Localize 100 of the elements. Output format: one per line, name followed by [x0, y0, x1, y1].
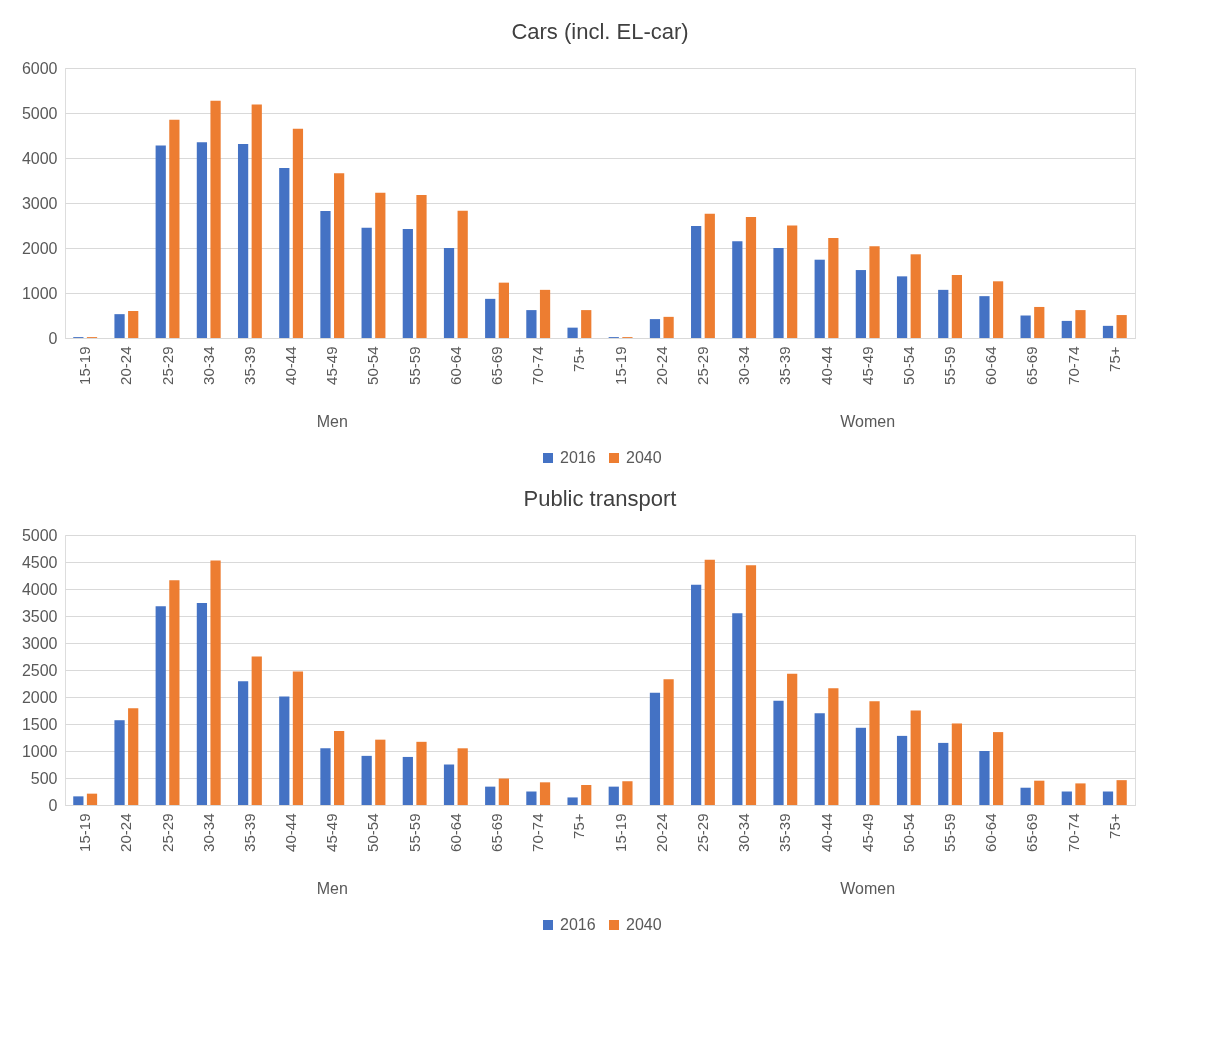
- x-tick-label: 50-54: [899, 346, 917, 385]
- bar: [1020, 315, 1031, 338]
- bar: [567, 327, 578, 338]
- y-tick-label: 0: [48, 796, 58, 814]
- y-tick-label: 3000: [21, 194, 58, 212]
- y-tick-label: 2500: [21, 661, 58, 679]
- x-tick-label: 55-59: [405, 346, 423, 385]
- bar: [896, 276, 908, 338]
- bar: [128, 311, 139, 338]
- bar: [169, 119, 180, 338]
- bar: [663, 316, 674, 338]
- bar: [938, 742, 949, 805]
- x-tick-label: 55-59: [941, 346, 959, 385]
- bar: [855, 727, 866, 805]
- x-tick-label: 25-29: [693, 813, 711, 852]
- x-tick-label: 40-44: [817, 346, 835, 385]
- bar: [992, 732, 1004, 805]
- x-tick-label: 60-64: [982, 813, 1000, 852]
- bar: [1075, 310, 1086, 338]
- bar: [539, 782, 551, 805]
- bar: [334, 731, 345, 805]
- bar: [1034, 306, 1045, 338]
- x-tick-label: 65-69: [1023, 346, 1041, 385]
- chart-title: Cars (incl. EL-car): [511, 19, 689, 44]
- x-tick-label: 60-64: [446, 813, 464, 852]
- x-tick-label: 40-44: [282, 346, 300, 385]
- bar: [938, 289, 949, 338]
- bar: [704, 213, 715, 338]
- bar: [210, 100, 221, 338]
- bar: [1116, 780, 1127, 805]
- bar: [498, 282, 509, 338]
- x-tick-label: 20-24: [652, 346, 670, 385]
- y-tick-label: 500: [30, 769, 58, 787]
- bar: [1034, 780, 1045, 805]
- x-tick-label: 30-34: [199, 346, 217, 385]
- bar: [910, 254, 921, 338]
- y-tick-label: 1000: [21, 742, 58, 760]
- x-tick-label: 35-39: [776, 813, 794, 852]
- x-tick-label: 35-39: [240, 346, 258, 385]
- bar: [649, 692, 661, 805]
- bar: [526, 310, 537, 338]
- bar: [210, 560, 221, 805]
- bar: [539, 289, 551, 338]
- x-tick-label: 60-64: [982, 346, 1000, 385]
- bar: [196, 142, 208, 338]
- x-tick-label: 75+: [1105, 813, 1123, 839]
- x-tick-label: 40-44: [282, 813, 300, 852]
- bar: [1116, 315, 1127, 338]
- bar: [814, 713, 825, 805]
- text: Women: [840, 880, 896, 897]
- bar: [155, 145, 166, 338]
- text: Men: [316, 413, 348, 430]
- bar: [732, 241, 743, 338]
- bar: [979, 296, 990, 338]
- bar: [375, 739, 386, 805]
- bar: [114, 314, 125, 338]
- x-tick-label: 15-19: [611, 813, 629, 852]
- bar: [114, 720, 125, 805]
- bar: [485, 298, 496, 338]
- x-tick-label: 50-54: [899, 813, 917, 852]
- bar: [320, 748, 331, 805]
- bar: [1020, 787, 1031, 805]
- x-tick-label: 60-64: [446, 346, 464, 385]
- text: Men: [316, 880, 348, 897]
- bar: [361, 227, 372, 338]
- bar: [869, 701, 880, 805]
- x-tick-label: 30-34: [735, 813, 753, 852]
- bar: [663, 679, 674, 805]
- bar: [485, 786, 496, 805]
- bar: [869, 246, 880, 338]
- bar: [992, 281, 1004, 338]
- bar: [704, 559, 715, 805]
- x-tick-label: 15-19: [611, 346, 629, 385]
- bar: [773, 248, 784, 338]
- bar: [320, 211, 331, 338]
- bar: [251, 656, 262, 805]
- x-tick-label: 30-34: [735, 346, 753, 385]
- x-tick-label: 45-49: [858, 813, 876, 852]
- bar: [691, 584, 702, 805]
- bar: [169, 580, 180, 805]
- x-tick-label: 75+: [570, 346, 588, 372]
- y-tick-label: 1500: [21, 715, 58, 733]
- chart-title: Public transport: [523, 486, 677, 511]
- bar: [787, 225, 798, 338]
- bar: [416, 741, 427, 805]
- bar: [73, 796, 84, 805]
- bar: [416, 194, 427, 338]
- y-tick-label: 4000: [21, 149, 58, 167]
- y-tick-label: 4500: [21, 553, 58, 571]
- x-tick-label: 70-74: [1064, 813, 1082, 852]
- bar: [608, 786, 619, 805]
- bar: [375, 192, 386, 338]
- x-tick-label: 50-54: [364, 813, 382, 852]
- bar: [828, 688, 839, 805]
- bar: [773, 700, 784, 805]
- legend-label: 2040: [626, 916, 662, 933]
- bar: [1061, 791, 1072, 805]
- bar: [732, 613, 743, 805]
- x-tick-label: 50-54: [364, 346, 382, 385]
- x-tick-label: 20-24: [117, 813, 135, 852]
